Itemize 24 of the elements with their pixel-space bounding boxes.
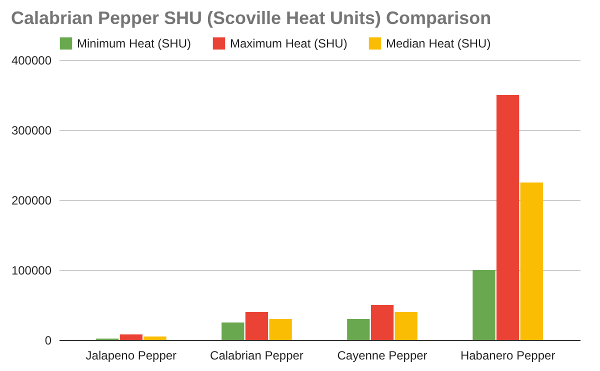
x-tick-label: Cayenne Pepper — [337, 348, 428, 362]
bar — [394, 312, 418, 340]
y-tick-label: 200000 — [11, 194, 52, 208]
legend-label: Maximum Heat (SHU) — [230, 36, 348, 50]
y-tick-label: 300000 — [11, 124, 52, 138]
bar — [245, 312, 268, 340]
x-tick-label: Habanero Pepper — [460, 348, 556, 362]
bar — [370, 305, 394, 340]
x-tick-label: Jalapeno Pepper — [86, 348, 177, 362]
bar — [120, 334, 143, 340]
bar — [222, 322, 244, 340]
legend-label: Minimum Heat (SHU) — [77, 36, 192, 50]
chart-title: Calabrian Pepper SHU (Scoville Heat Units) Comparison — [10, 8, 492, 28]
bar — [347, 319, 370, 340]
bar — [472, 270, 496, 340]
x-tick-label: Calabrian Pepper — [210, 348, 304, 362]
y-tick-label: 400000 — [11, 54, 52, 68]
bar — [144, 336, 166, 340]
legend-label: Median Heat (SHU) — [386, 36, 491, 50]
y-tick-label: 0 — [44, 334, 52, 348]
y-tick-label: 100000 — [11, 264, 52, 278]
bar — [496, 95, 520, 340]
bar — [269, 319, 292, 340]
bar — [520, 182, 543, 340]
